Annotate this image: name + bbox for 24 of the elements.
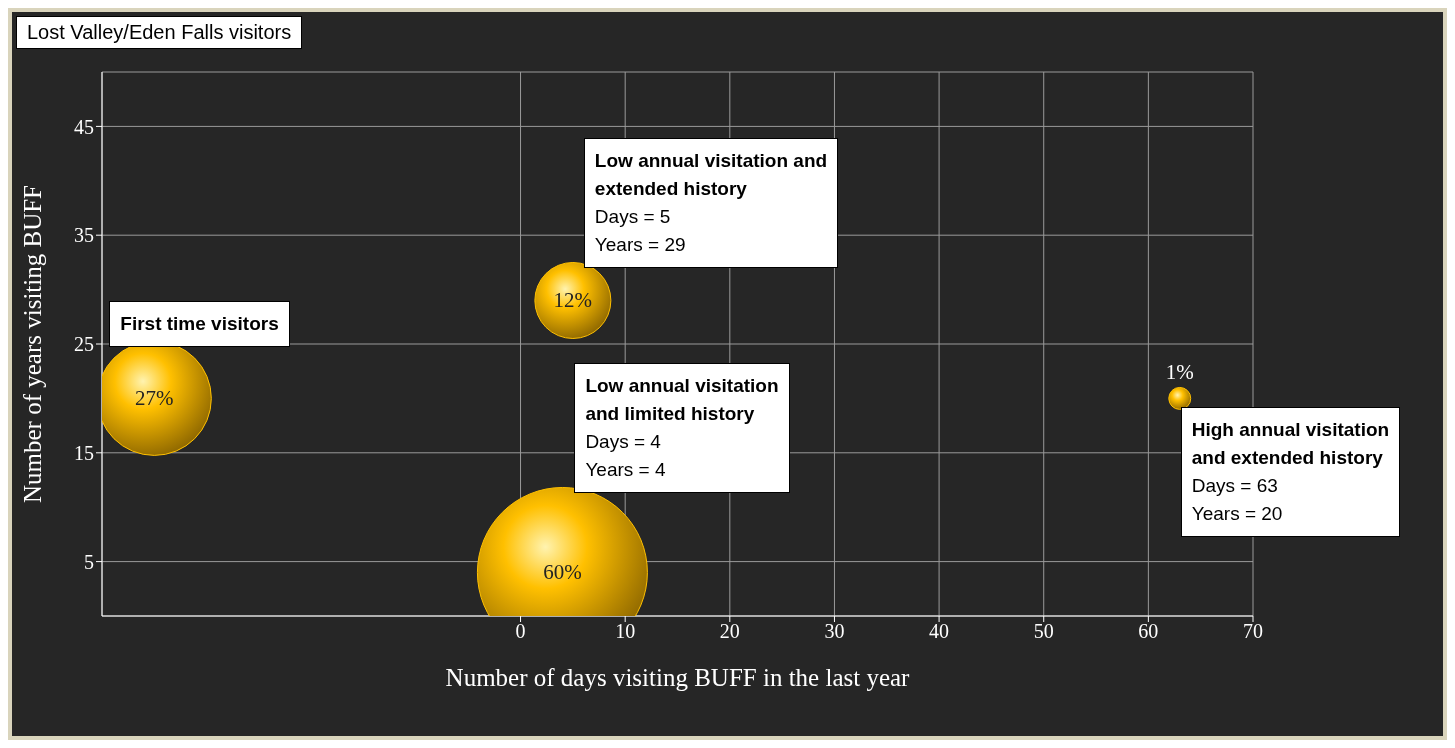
y-axis-title: Number of years visiting BUFF bbox=[18, 184, 46, 504]
y-tick-label: 15 bbox=[74, 441, 94, 464]
annotation: First time visitors bbox=[120, 312, 279, 337]
data-label: 1% bbox=[1165, 360, 1194, 385]
y-tick-label: 35 bbox=[74, 224, 94, 247]
data-label: 60% bbox=[543, 560, 582, 585]
x-tick-label: 10 bbox=[615, 620, 636, 643]
x-axis-title: Number of days visiting BUFF in the last year bbox=[445, 664, 911, 691]
x-tick-label: 60 bbox=[1138, 620, 1159, 643]
chart-title: Lost Valley/Eden Falls visitors bbox=[16, 16, 303, 49]
data-label: 27% bbox=[135, 386, 174, 411]
annotation: High annual visitation and extended history Days = 63 Years = 20 bbox=[1191, 418, 1390, 527]
y-tick-label: 25 bbox=[74, 333, 94, 356]
x-tick-label: 0 bbox=[515, 620, 526, 643]
y-tick-label: 5 bbox=[84, 550, 94, 573]
x-tick-label: 50 bbox=[1033, 620, 1054, 643]
x-tick-label: 40 bbox=[929, 620, 950, 643]
data-label: 12% bbox=[553, 288, 593, 313]
annotation: Low annual visitation and limited history Days = 4 Years = 4 bbox=[585, 374, 779, 483]
y-tick-label: 45 bbox=[74, 115, 94, 138]
x-tick-label: 20 bbox=[719, 620, 740, 643]
x-tick-label: 30 bbox=[824, 620, 845, 643]
annotation: Low annual visitation and extended history Days = 5 Years = 29 bbox=[594, 149, 828, 258]
x-tick-label: 70 bbox=[1243, 620, 1263, 643]
